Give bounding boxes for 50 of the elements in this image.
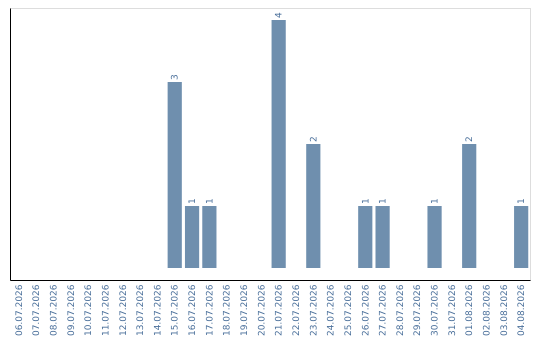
data-label: 2 xyxy=(465,136,476,142)
x-tick-label: 14.07.2026 xyxy=(153,284,164,336)
bar xyxy=(168,82,182,268)
bar xyxy=(184,206,200,268)
x-tick-label: 04.08.2026 xyxy=(517,284,528,336)
bar xyxy=(427,206,442,268)
x-tick-label: 08.07.2026 xyxy=(49,284,60,336)
data-label: 1 xyxy=(361,198,372,204)
x-tick-label: 29.07.2026 xyxy=(413,284,424,336)
data-label: 1 xyxy=(517,198,528,204)
x-tick-label: 24.07.2026 xyxy=(326,284,337,336)
x-tick-label: 10.07.2026 xyxy=(84,284,94,336)
data-label: 1 xyxy=(188,198,198,204)
x-tick-label: 15.07.2026 xyxy=(170,284,181,336)
x-tick-label: 09.07.2026 xyxy=(66,284,77,336)
x-tick-label: 07.07.2026 xyxy=(32,284,42,336)
x-tick-label: 30.07.2026 xyxy=(430,284,441,336)
bar xyxy=(202,206,216,268)
x-tick-label: 13.07.2026 xyxy=(136,284,146,336)
bar xyxy=(462,144,476,268)
data-label: 1 xyxy=(378,198,389,204)
x-tick-label: 06.07.2026 xyxy=(14,284,25,336)
x-tick-label: 17.07.2026 xyxy=(205,284,216,336)
x-tick-label: 25.07.2026 xyxy=(344,284,354,336)
x-tick-label: 16.07.2026 xyxy=(188,284,198,336)
bar xyxy=(375,206,390,268)
x-tick-label: 28.07.2026 xyxy=(396,284,406,336)
x-tick-label: 18.07.2026 xyxy=(222,284,233,336)
bar xyxy=(514,206,528,268)
x-tick-label: 21.07.2026 xyxy=(274,284,285,336)
x-tick-label: 19.07.2026 xyxy=(240,284,250,336)
x-tick-label: 27.07.2026 xyxy=(378,284,389,336)
data-label: 2 xyxy=(309,136,320,142)
data-label: 1 xyxy=(430,198,441,204)
x-tick-label: 01.08.2026 xyxy=(465,284,476,336)
x-tick-label: 11.07.2026 xyxy=(101,284,112,336)
x-tick-label: 20.07.2026 xyxy=(257,284,268,336)
x-tick-label: 02.08.2026 xyxy=(482,284,493,336)
x-tick-label: 31.07.2026 xyxy=(448,284,458,336)
bar xyxy=(306,144,320,268)
bar xyxy=(272,20,286,268)
bar xyxy=(358,206,372,268)
x-tick-label: 23.07.2026 xyxy=(309,284,320,336)
x-tick-label: 12.07.2026 xyxy=(118,284,129,336)
data-label: 3 xyxy=(170,74,181,80)
x-tick-label: 26.07.2026 xyxy=(361,284,372,336)
x-tick-label: 03.08.2026 xyxy=(500,284,510,336)
data-label: 4 xyxy=(274,12,285,18)
x-tick-label: 22.07.2026 xyxy=(292,284,302,336)
data-label: 1 xyxy=(205,198,216,204)
